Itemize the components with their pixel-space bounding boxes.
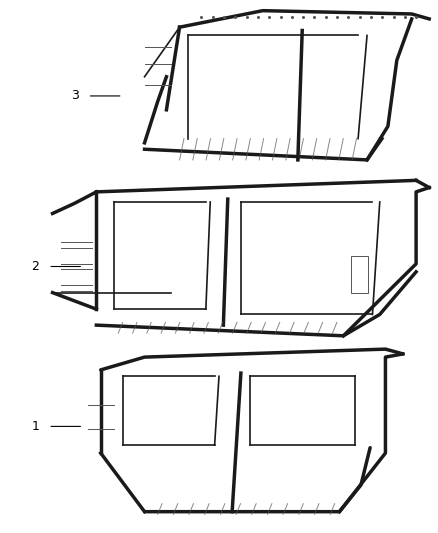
Text: 3: 3 [71, 90, 79, 102]
Text: 2: 2 [32, 260, 39, 273]
Text: 1: 1 [32, 420, 39, 433]
Bar [351, 256, 368, 293]
